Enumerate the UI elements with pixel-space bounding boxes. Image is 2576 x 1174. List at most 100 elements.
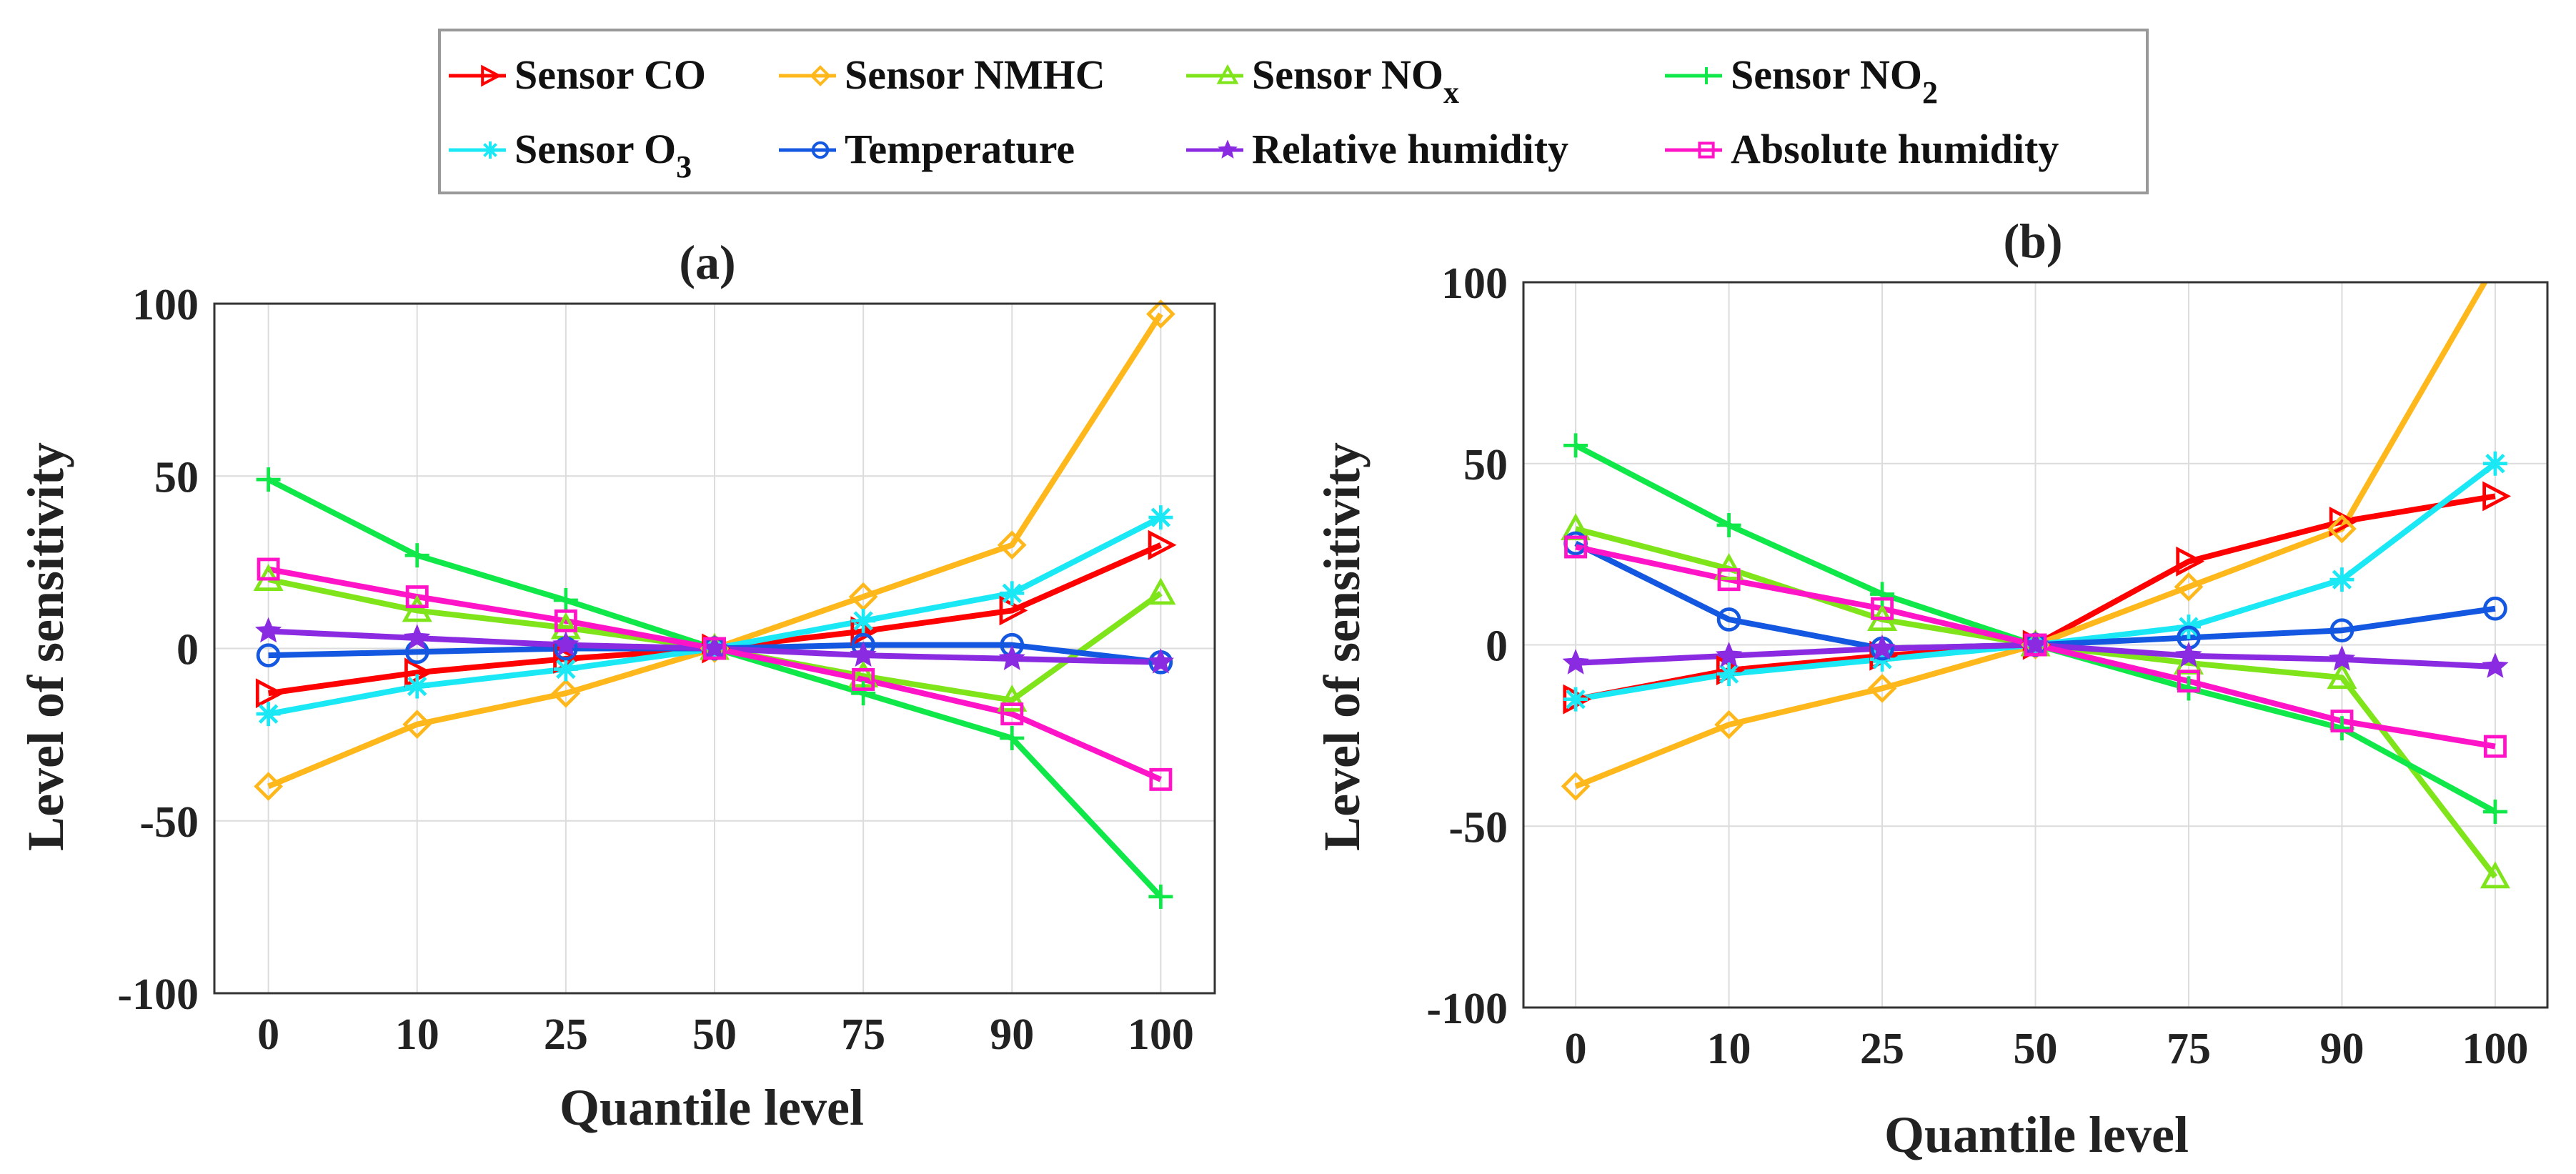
legend-marker-icon <box>1698 141 1715 159</box>
legend-item: Sensor NO2 <box>1665 51 1938 110</box>
legend-label: Absolute humidity <box>1731 126 2059 172</box>
data-point-marker <box>2329 618 2354 643</box>
legend: Sensor CO Sensor NMHC Sensor NOx Sensor NO2… <box>438 29 2149 194</box>
legend-marker-icon <box>811 141 830 159</box>
chart-b-ylabel: Level of sensitivity <box>1313 442 1371 851</box>
data-point-marker <box>1148 529 1177 560</box>
legend-label: Sensor NO2 <box>1731 51 1938 110</box>
data-point-marker <box>552 631 580 657</box>
data-point-marker <box>2483 735 2507 758</box>
legend-marker-icon <box>810 65 831 86</box>
data-point-marker <box>1867 674 1897 703</box>
x-tick-label: 0 <box>1565 1025 1587 1073</box>
legend-marker-icon <box>1218 139 1238 159</box>
data-point-marker <box>1870 582 1895 607</box>
x-tick-label: 50 <box>2014 1025 2058 1073</box>
data-point-marker <box>404 543 429 568</box>
data-point-marker <box>997 684 1028 712</box>
legend-item: Sensor CO <box>449 51 706 98</box>
x-tick-label: 25 <box>1860 1025 1904 1073</box>
data-point-marker <box>1149 767 1173 791</box>
legend-item: Relative humidity <box>1186 126 1568 172</box>
legend-label: Relative humidity <box>1252 126 1568 172</box>
data-point-marker <box>2482 481 2512 512</box>
markers-group <box>253 299 1177 909</box>
data-point-marker <box>2327 662 2357 690</box>
data-point-marker <box>254 617 282 643</box>
data-point-marker <box>1562 649 1589 675</box>
data-point-marker <box>852 667 875 691</box>
data-point-marker <box>2328 645 2356 671</box>
y-tick-label: 50 <box>154 453 199 502</box>
data-point-marker <box>1563 433 1588 458</box>
legend-marker-icon <box>481 64 502 87</box>
data-point-marker <box>1561 772 1591 801</box>
data-point-marker <box>998 645 1025 670</box>
data-point-marker <box>1716 513 1741 538</box>
data-point-marker <box>2482 799 2507 824</box>
data-point-marker <box>2024 633 2047 657</box>
markers-group <box>1561 433 2512 889</box>
tick-labels: 0 10 25 50 75 90 100 100 50 0 -50 -100 <box>1426 259 2528 1073</box>
data-point-marker <box>2176 546 2205 577</box>
data-point-marker <box>850 641 877 667</box>
y-tick-label: 100 <box>132 281 199 329</box>
legend-marker-icon <box>1698 67 1715 84</box>
data-point-marker <box>2480 861 2510 889</box>
data-point-marker <box>256 467 281 492</box>
data-point-marker <box>1714 710 1744 740</box>
data-point-marker <box>1148 884 1173 909</box>
data-point-marker <box>1716 662 1741 687</box>
y-tick-label: 100 <box>1441 259 1508 308</box>
data-point-marker <box>405 585 429 609</box>
tick-labels: 0 10 25 50 75 90 100 100 50 0 -50 -100 <box>117 281 1194 1059</box>
data-point-marker <box>553 657 578 682</box>
data-point-marker <box>2175 642 2202 667</box>
data-point-marker <box>554 609 577 632</box>
plot-frame <box>1522 281 2549 1009</box>
legend-label: Sensor CO <box>514 51 706 98</box>
y-tick-label: 0 <box>176 626 199 675</box>
data-point-marker <box>2330 710 2354 733</box>
legend-item: Temperature <box>779 126 1075 172</box>
chart-b-xlabel: Quantile level <box>1884 1106 2189 1163</box>
data-point-marker <box>2174 572 2204 602</box>
data-point-marker <box>703 637 726 660</box>
legend-item: Sensor NOx <box>1186 51 1459 110</box>
data-point-marker <box>402 595 432 622</box>
chart-b-title: (b) <box>2003 214 2062 268</box>
legend-marker-icon <box>482 141 499 159</box>
data-point-marker <box>255 678 284 709</box>
data-point-marker <box>1148 505 1173 530</box>
chart-a-ylabel: Level of sensitivity <box>17 442 74 851</box>
chart-a: (a) 0 10 25 50 75 90 100 100 50 0 -50 -100 Quantile… <box>17 235 1216 1136</box>
y-tick-label: -100 <box>1426 985 1508 1033</box>
data-point-marker <box>1145 577 1176 605</box>
data-point-marker <box>1000 725 1025 750</box>
x-tick-label: 75 <box>841 1010 885 1059</box>
x-tick-label: 25 <box>544 1010 588 1059</box>
chart-a-xlabel: Quantile level <box>560 1079 864 1136</box>
x-tick-label: 10 <box>1707 1025 1751 1073</box>
data-point-marker <box>1869 634 1896 660</box>
data-point-marker <box>2329 567 2354 592</box>
legend-item: Absolute humidity <box>1665 126 2059 172</box>
x-tick-label: 100 <box>2462 1025 2528 1073</box>
y-tick-label: -50 <box>1448 803 1508 852</box>
data-point-marker <box>404 674 429 699</box>
data-point-marker <box>2327 514 2357 544</box>
legend-label: Sensor O3 <box>514 126 692 184</box>
x-tick-label: 50 <box>692 1010 737 1059</box>
data-point-marker <box>997 530 1027 560</box>
x-tick-label: 90 <box>990 1010 1034 1059</box>
data-point-marker <box>1714 553 1744 580</box>
x-tick-label: 0 <box>257 1010 279 1059</box>
y-tick-label: 0 <box>1486 622 1508 671</box>
legend-frame <box>438 29 2149 194</box>
data-point-marker <box>551 678 581 708</box>
legend-label: Temperature <box>845 126 1075 172</box>
data-point-marker <box>402 710 432 740</box>
data-point-marker <box>1563 687 1588 712</box>
data-point-marker <box>2482 652 2509 678</box>
